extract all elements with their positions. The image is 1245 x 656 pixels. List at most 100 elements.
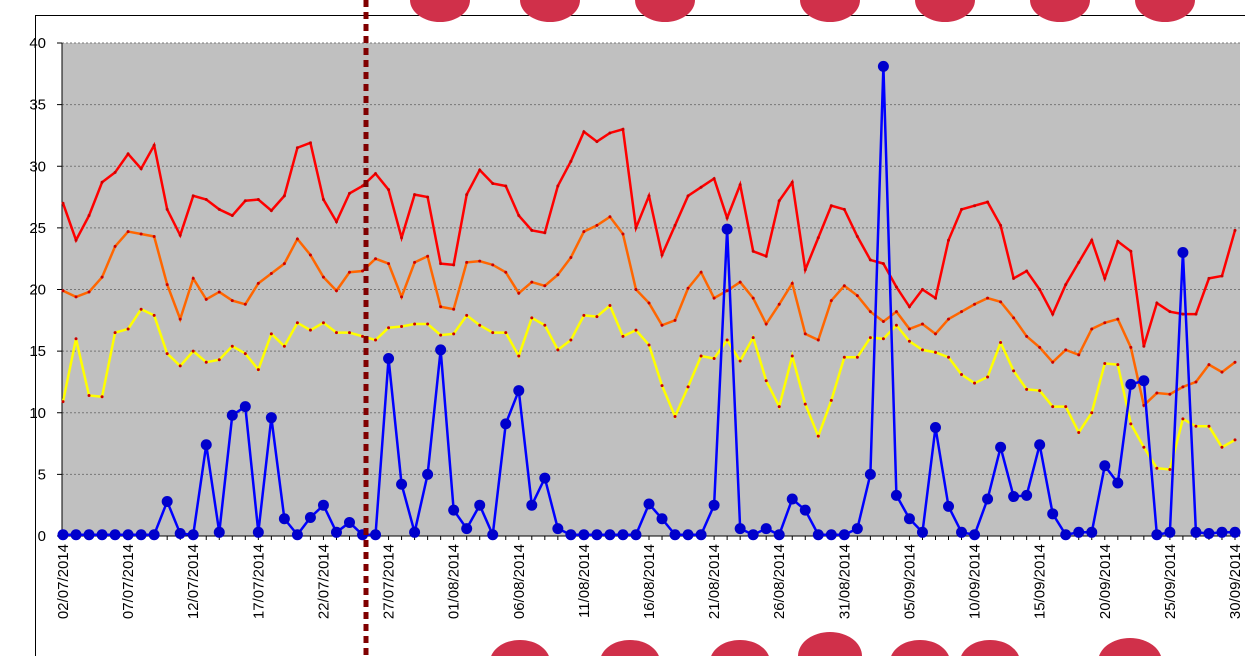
data-point: [812, 529, 824, 541]
data-point: [256, 198, 260, 202]
data-point: [764, 322, 768, 326]
data-point: [656, 513, 668, 525]
data-point: [74, 337, 78, 341]
data-point: [855, 235, 859, 239]
data-point: [673, 223, 677, 227]
data-point: [1190, 526, 1202, 538]
data-point: [777, 199, 781, 203]
data-point: [569, 255, 573, 259]
data-point: [256, 368, 260, 372]
y-tick-label: 35: [29, 97, 46, 114]
data-point: [478, 168, 482, 172]
data-point: [178, 317, 182, 321]
data-point: [70, 529, 82, 541]
data-point: [139, 167, 143, 171]
data-point: [474, 499, 486, 511]
data-point: [87, 393, 91, 397]
data-point: [894, 285, 898, 289]
data-point: [334, 220, 338, 224]
data-point: [803, 332, 807, 336]
data-point: [1220, 274, 1224, 278]
data-point: [139, 307, 143, 311]
data-point: [643, 498, 655, 510]
data-point: [999, 300, 1003, 304]
y-tick-label: 30: [29, 158, 46, 175]
data-point: [751, 336, 755, 340]
data-point: [1025, 387, 1029, 391]
data-point: [738, 359, 742, 363]
data-point: [452, 263, 456, 267]
data-point: [439, 333, 443, 337]
data-point: [1233, 228, 1237, 232]
data-point: [699, 185, 703, 189]
data-point: [491, 263, 495, 267]
data-point: [982, 493, 994, 505]
data-point: [265, 412, 277, 424]
x-tick-label: 11/08/2014: [576, 544, 593, 618]
data-point: [178, 233, 182, 237]
data-point: [204, 198, 208, 202]
data-point: [295, 237, 299, 241]
data-point: [1207, 363, 1211, 367]
data-point: [452, 307, 456, 311]
data-point: [452, 332, 456, 336]
data-point: [1203, 528, 1215, 540]
data-point: [113, 331, 117, 335]
data-point: [230, 299, 234, 303]
data-point: [321, 275, 325, 279]
data-point: [465, 193, 469, 197]
data-point: [868, 310, 872, 314]
data-point: [517, 291, 521, 295]
data-point: [1168, 467, 1172, 471]
data-point: [1025, 269, 1029, 273]
data-point: [855, 294, 859, 298]
data-point: [973, 302, 977, 306]
data-point: [187, 529, 199, 541]
data-point: [343, 516, 355, 528]
data-point: [660, 384, 664, 388]
data-point: [1207, 424, 1211, 428]
data-point: [1138, 375, 1150, 387]
data-point: [1047, 508, 1059, 520]
x-tick-label: 20/09/2014: [1097, 544, 1114, 619]
data-point: [999, 340, 1003, 344]
data-point: [1125, 378, 1137, 390]
data-point: [87, 290, 91, 294]
data-point: [1060, 529, 1072, 541]
data-point: [230, 344, 234, 348]
data-point: [543, 323, 547, 327]
data-point: [109, 529, 121, 541]
data-point: [933, 296, 937, 300]
y-tick-label: 5: [38, 466, 46, 483]
data-point: [96, 529, 108, 541]
data-point: [308, 141, 312, 145]
data-point: [400, 236, 404, 240]
data-point: [200, 439, 212, 451]
data-point: [448, 504, 460, 516]
data-point: [530, 280, 534, 284]
data-point: [986, 296, 990, 300]
data-point: [842, 207, 846, 211]
data-point: [400, 295, 404, 299]
data-point: [1090, 327, 1094, 331]
data-point: [855, 355, 859, 359]
data-point: [1194, 424, 1198, 428]
data-point: [825, 529, 837, 541]
data-point: [1038, 288, 1042, 291]
data-point: [907, 305, 911, 309]
data-point: [816, 434, 820, 438]
data-point: [1155, 466, 1159, 470]
x-tick-label: 21/08/2014: [706, 544, 723, 619]
data-point: [960, 373, 964, 377]
data-point: [738, 280, 742, 284]
x-tick-label: 25/09/2014: [1162, 544, 1179, 619]
data-point: [673, 318, 677, 322]
data-point: [113, 170, 117, 174]
data-point: [595, 315, 599, 319]
x-tick-label: 22/07/2014: [315, 544, 332, 619]
data-point: [1012, 276, 1016, 280]
data-point: [269, 332, 273, 336]
data-point: [864, 468, 876, 480]
data-point: [973, 204, 977, 208]
data-point: [1151, 529, 1163, 541]
